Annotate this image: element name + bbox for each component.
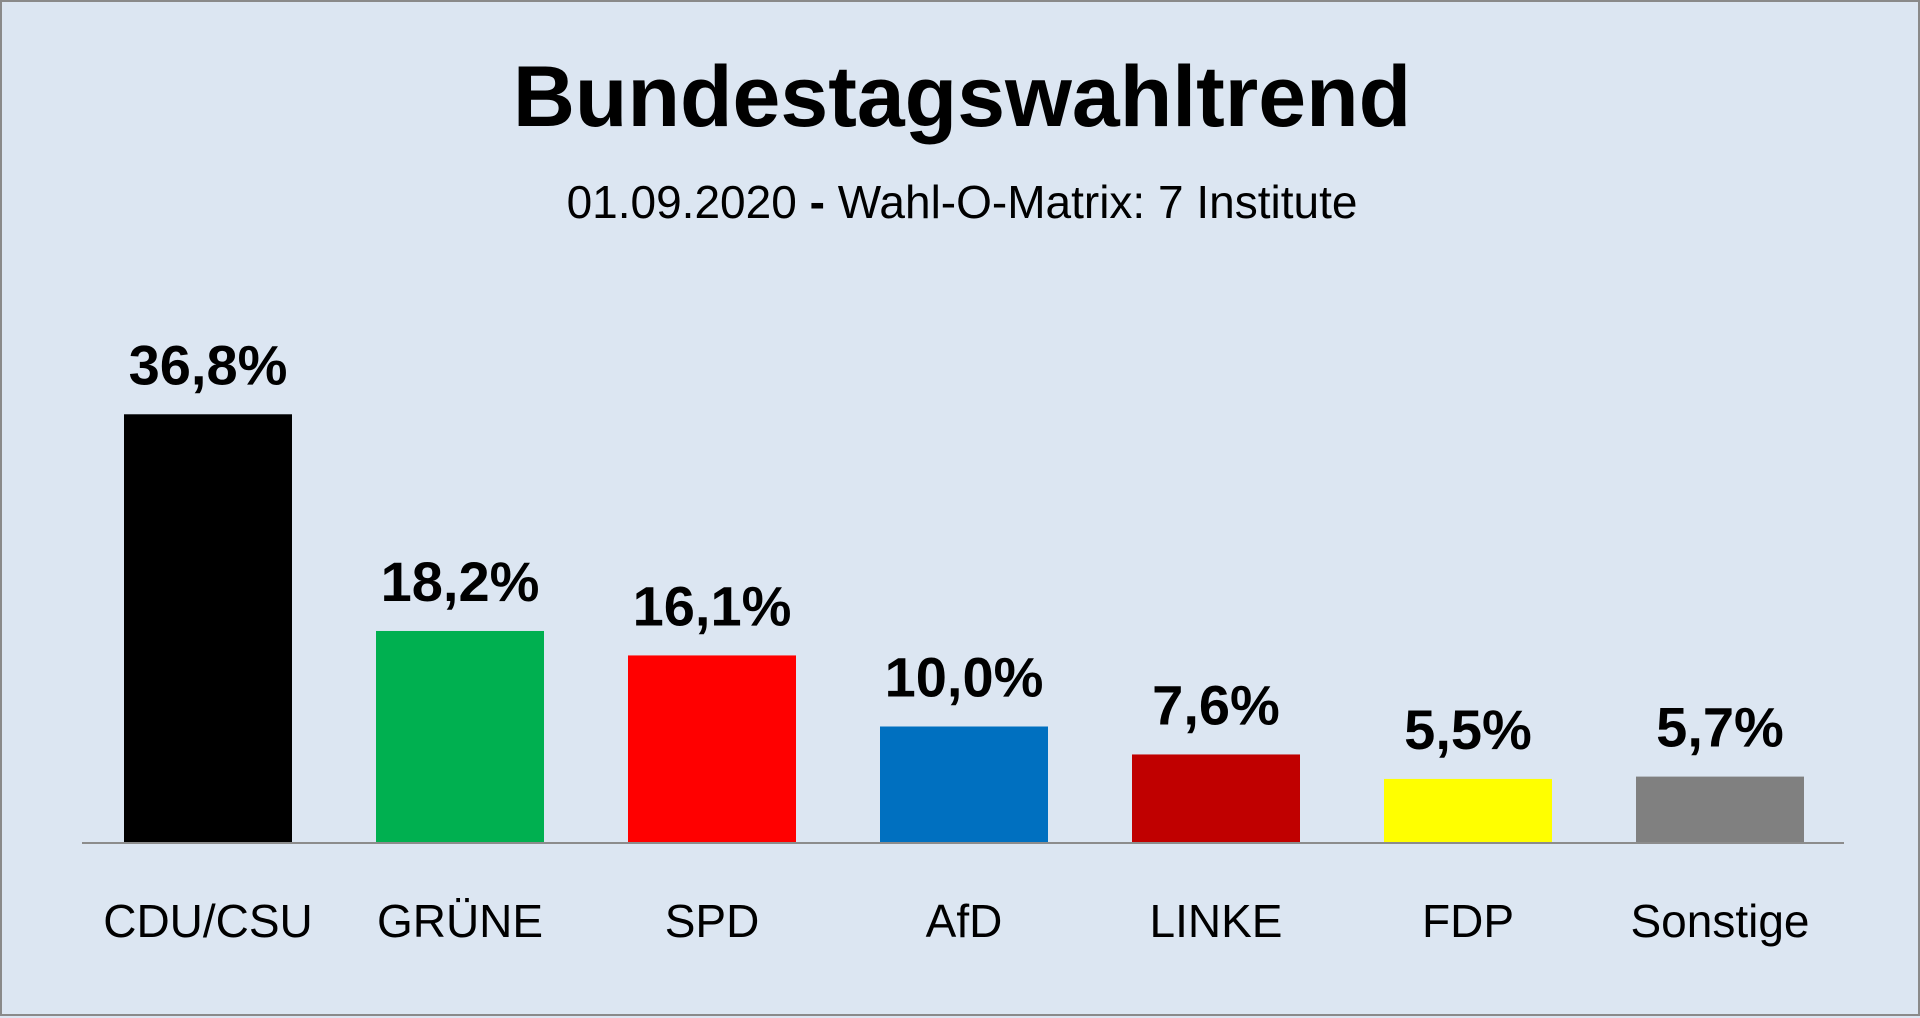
labels-layer: 36,8% CDU/CSU 18,2% GRÜNE 16,1% SPD 10,0% AfD 7,… bbox=[103, 333, 1809, 947]
value-label-linke: 7,6% bbox=[1152, 673, 1280, 736]
category-label-gruene: GRÜNE bbox=[377, 895, 543, 947]
bar-spd bbox=[628, 655, 796, 843]
category-label-afd: AfD bbox=[926, 895, 1003, 947]
category-label-spd: SPD bbox=[665, 895, 760, 947]
category-label-fdp: FDP bbox=[1422, 895, 1514, 947]
bar-gruene bbox=[376, 630, 544, 843]
chart-title: Bundestagswahltrend bbox=[512, 49, 1412, 145]
value-label-afd: 10,0% bbox=[885, 646, 1044, 709]
subtitle-date: 01.09.2020 bbox=[566, 176, 797, 228]
subtitle-source: Wahl-O-Matrix: 7 Institute bbox=[837, 176, 1358, 228]
value-label-cdu-csu: 36,8% bbox=[129, 333, 288, 396]
value-label-sonstige: 5,7% bbox=[1656, 696, 1784, 759]
bars-layer bbox=[124, 414, 1804, 843]
category-label-cdu-csu: CDU/CSU bbox=[103, 895, 313, 947]
bar-afd bbox=[880, 726, 1048, 843]
bar-fdp bbox=[1384, 778, 1552, 843]
bar-sonstige bbox=[1636, 776, 1804, 843]
bar-cdu-csu bbox=[124, 414, 292, 843]
value-label-fdp: 5,5% bbox=[1404, 698, 1532, 761]
category-label-sonstige: Sonstige bbox=[1630, 895, 1809, 947]
value-label-gruene: 18,2% bbox=[381, 550, 540, 613]
chart-subtitle: 01.09.2020 - Wahl-O-Matrix: 7 Institute bbox=[2, 179, 1920, 225]
category-label-linke: LINKE bbox=[1150, 895, 1283, 947]
bar-linke bbox=[1132, 754, 1300, 843]
subtitle-separator: - bbox=[809, 176, 825, 228]
value-label-spd: 16,1% bbox=[633, 574, 792, 637]
